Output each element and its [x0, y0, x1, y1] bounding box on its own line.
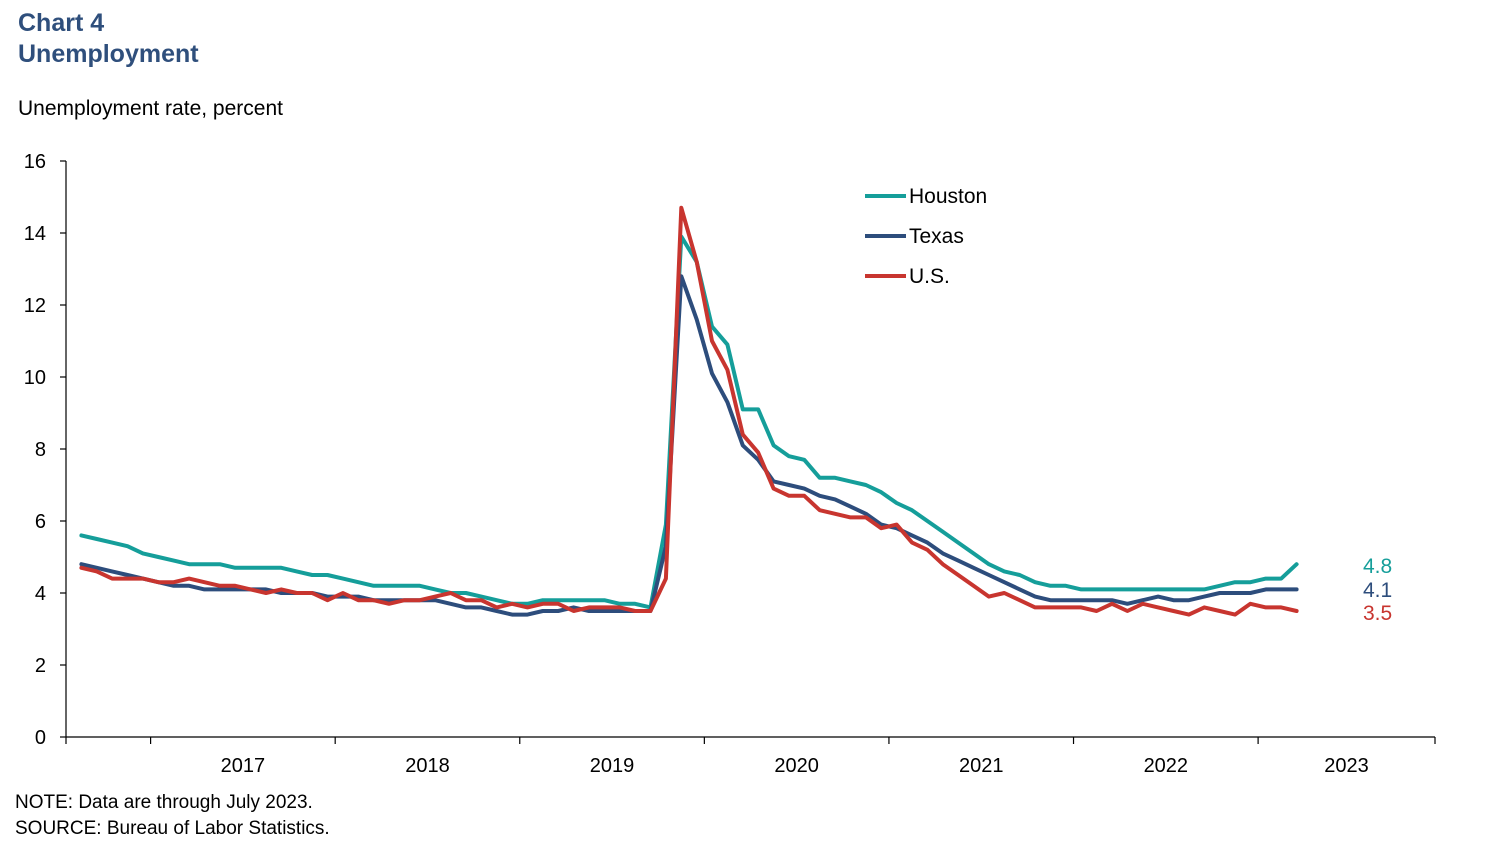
x-tick-label: 2022 — [1144, 755, 1189, 777]
x-tick-label: 2019 — [590, 755, 635, 777]
legend-label: Houston — [909, 185, 987, 208]
chart-footer: NOTE: Data are through July 2023. SOURCE… — [15, 790, 330, 842]
series-line-texas — [79, 274, 1299, 617]
y-tick-label: 16 — [24, 151, 46, 173]
legend-label: U.S. — [909, 265, 950, 288]
end-value-labels: 4.84.13.5 — [1363, 555, 1392, 625]
chart-title-block: Chart 4 Unemployment — [18, 8, 199, 70]
y-tick-label: 14 — [24, 223, 46, 245]
series-line-us — [79, 205, 1299, 617]
y-tick-label: 4 — [35, 583, 46, 605]
chart-axes: 0 2 4 6 8 10 12 14 16 2017 2018 2019 2020 2021 2022 202… — [24, 151, 1436, 777]
end-label-texas: 4.1 — [1363, 579, 1392, 602]
legend-label: Texas — [909, 225, 964, 248]
series-line-houston — [79, 234, 1299, 610]
chart-legend: Houston Texas U.S. — [865, 185, 987, 288]
y-tick-label: 12 — [24, 295, 46, 317]
x-tick-label: 2017 — [221, 755, 266, 777]
footer-note: NOTE: Data are through July 2023. — [15, 792, 313, 813]
x-tick-label: 2020 — [774, 755, 819, 777]
x-tick-label: 2021 — [959, 755, 1004, 777]
x-tick-label: 2023 — [1324, 755, 1369, 777]
y-tick-label: 2 — [35, 655, 46, 677]
y-tick-label: 0 — [35, 727, 46, 749]
y-axis-label: Unemployment rate, percent — [18, 97, 283, 120]
y-tick-label: 10 — [24, 367, 46, 389]
end-label-us: 3.5 — [1363, 602, 1392, 625]
y-tick-label: 8 — [35, 439, 46, 461]
x-tick-label: 2018 — [405, 755, 450, 777]
footer-source: SOURCE: Bureau of Labor Statistics. — [15, 818, 330, 839]
chart-series — [79, 205, 1299, 617]
chart-title: Unemployment — [18, 40, 199, 68]
y-tick-label: 6 — [35, 511, 46, 533]
chart-number: Chart 4 — [18, 9, 105, 37]
end-label-houston: 4.8 — [1363, 555, 1392, 578]
